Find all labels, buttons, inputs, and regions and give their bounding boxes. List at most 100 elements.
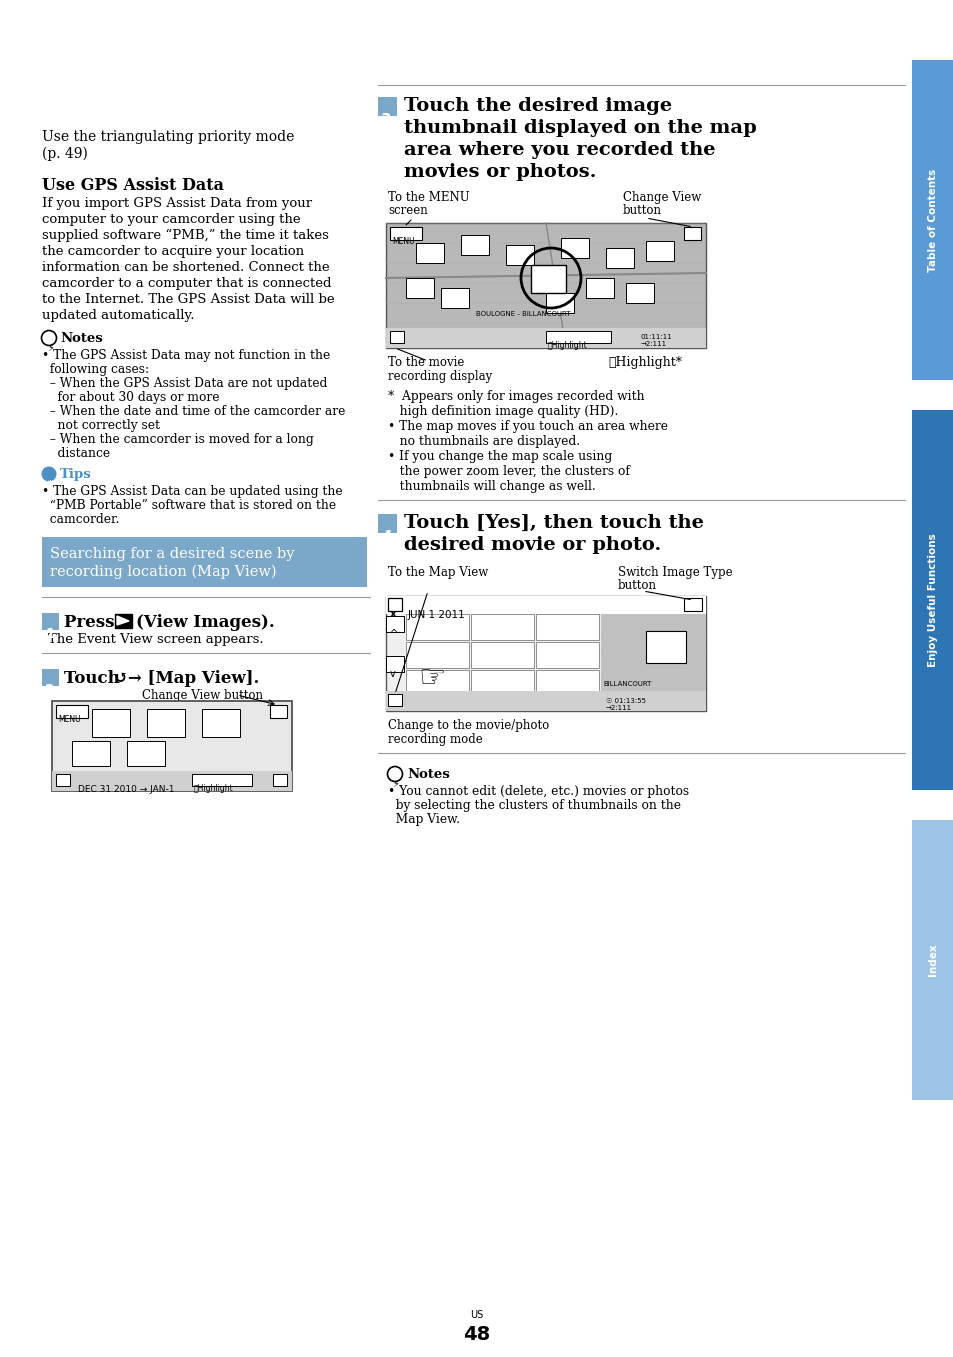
Bar bbox=[388, 598, 401, 611]
Text: To the movie: To the movie bbox=[388, 356, 464, 369]
Text: • If you change the map scale using: • If you change the map scale using bbox=[388, 451, 612, 463]
Text: DEC 31 2010 → JAN-1: DEC 31 2010 → JAN-1 bbox=[78, 784, 174, 794]
Bar bbox=[911, 820, 953, 1101]
Text: – When the date and time of the camcorder are: – When the date and time of the camcorde… bbox=[42, 404, 345, 418]
Text: screen: screen bbox=[388, 204, 427, 217]
Bar bbox=[416, 243, 443, 263]
Text: JUN 1 2011: JUN 1 2011 bbox=[408, 611, 465, 620]
Text: US: US bbox=[470, 1310, 483, 1320]
Text: computer to your camcorder using the: computer to your camcorder using the bbox=[42, 213, 300, 227]
Bar bbox=[911, 60, 953, 380]
Text: no thumbnails are displayed.: no thumbnails are displayed. bbox=[388, 436, 579, 448]
Text: • The GPS Assist Data can be updated using the: • The GPS Assist Data can be updated usi… bbox=[42, 484, 342, 498]
Bar bbox=[52, 702, 292, 791]
Bar bbox=[911, 410, 953, 790]
Bar bbox=[202, 708, 240, 737]
Bar bbox=[585, 278, 614, 299]
Bar bbox=[683, 598, 701, 611]
Text: MENU: MENU bbox=[58, 715, 81, 725]
Bar bbox=[386, 691, 705, 711]
Text: ☞: ☞ bbox=[417, 664, 445, 693]
Text: recording mode: recording mode bbox=[388, 733, 482, 746]
Text: *  Appears only for images recorded with: * Appears only for images recorded with bbox=[388, 389, 644, 403]
Text: Tips: Tips bbox=[60, 468, 91, 480]
Bar bbox=[406, 670, 469, 696]
Text: 48: 48 bbox=[463, 1324, 490, 1343]
Bar bbox=[406, 278, 434, 299]
Text: ↺→ [Map View].: ↺→ [Map View]. bbox=[113, 670, 259, 687]
Text: MENU: MENU bbox=[392, 237, 415, 246]
Bar bbox=[386, 223, 705, 347]
Bar bbox=[386, 596, 705, 711]
Bar bbox=[377, 96, 396, 115]
Text: BOULOGNE - BILLANCOURT: BOULOGNE - BILLANCOURT bbox=[476, 311, 570, 318]
Bar bbox=[147, 708, 185, 737]
Text: supplied software “PMB,” the time it takes: supplied software “PMB,” the time it tak… bbox=[42, 229, 329, 243]
Text: • The GPS Assist Data may not function in the: • The GPS Assist Data may not function i… bbox=[42, 349, 330, 362]
Text: Use GPS Assist Data: Use GPS Assist Data bbox=[42, 176, 224, 194]
Bar bbox=[536, 642, 598, 668]
Bar bbox=[531, 265, 565, 293]
Text: recording location (Map View): recording location (Map View) bbox=[50, 565, 276, 579]
Text: thumbnails will change as well.: thumbnails will change as well. bbox=[388, 480, 595, 493]
Text: distance: distance bbox=[42, 446, 110, 460]
Text: Change View: Change View bbox=[622, 191, 700, 204]
Text: Map View.: Map View. bbox=[388, 813, 459, 826]
Text: Touch: Touch bbox=[64, 670, 126, 687]
Text: Table of Contents: Table of Contents bbox=[927, 168, 937, 271]
Text: button: button bbox=[618, 579, 657, 592]
Text: 已Highlight: 已Highlight bbox=[193, 784, 233, 792]
Bar bbox=[390, 227, 421, 240]
Text: Index: Index bbox=[927, 943, 937, 976]
Bar bbox=[625, 284, 654, 303]
Text: Notes: Notes bbox=[407, 768, 449, 782]
Text: →2:111: →2:111 bbox=[605, 706, 632, 711]
Text: high definition image quality (HD).: high definition image quality (HD). bbox=[388, 404, 618, 418]
Bar bbox=[605, 248, 634, 267]
Bar bbox=[545, 331, 610, 343]
Bar bbox=[377, 514, 396, 533]
Bar bbox=[56, 706, 88, 718]
Bar bbox=[56, 773, 70, 786]
Bar bbox=[71, 741, 110, 765]
Text: 3: 3 bbox=[380, 113, 392, 128]
Text: button: button bbox=[622, 204, 661, 217]
Bar bbox=[406, 613, 469, 641]
Text: 已Highlight: 已Highlight bbox=[547, 341, 587, 350]
Bar bbox=[683, 227, 700, 240]
Text: Searching for a desired scene by: Searching for a desired scene by bbox=[50, 547, 294, 560]
Bar bbox=[390, 331, 403, 343]
Text: • You cannot edit (delete, etc.) movies or photos: • You cannot edit (delete, etc.) movies … bbox=[388, 784, 688, 798]
Bar bbox=[42, 537, 367, 588]
Bar bbox=[560, 237, 588, 258]
Bar bbox=[115, 613, 132, 628]
Text: for about 30 days or more: for about 30 days or more bbox=[42, 391, 219, 404]
Text: 4: 4 bbox=[380, 531, 392, 546]
Bar bbox=[505, 246, 534, 265]
Text: To the MENU: To the MENU bbox=[388, 191, 469, 204]
Bar bbox=[273, 773, 287, 786]
Bar bbox=[645, 242, 673, 261]
Text: ^: ^ bbox=[390, 630, 397, 639]
Text: by selecting the clusters of thumbnails on the: by selecting the clusters of thumbnails … bbox=[388, 799, 680, 811]
Bar bbox=[536, 613, 598, 641]
Text: Notes: Notes bbox=[60, 332, 103, 345]
Text: ⚡: ⚡ bbox=[47, 343, 53, 353]
Bar bbox=[386, 328, 705, 347]
Bar bbox=[127, 741, 165, 765]
Text: the camcorder to acquire your location: the camcorder to acquire your location bbox=[42, 246, 304, 258]
Text: 01:11:11: 01:11:11 bbox=[640, 334, 672, 341]
Bar bbox=[52, 771, 292, 791]
Text: – When the GPS Assist Data are not updated: – When the GPS Assist Data are not updat… bbox=[42, 377, 327, 389]
Text: desired movie or photo.: desired movie or photo. bbox=[403, 536, 660, 554]
Text: BILLANCOURT: BILLANCOURT bbox=[602, 681, 651, 687]
Text: Switch Image Type: Switch Image Type bbox=[618, 566, 732, 579]
Text: – When the camcorder is moved for a long: – When the camcorder is moved for a long bbox=[42, 433, 314, 446]
Text: v: v bbox=[390, 669, 395, 678]
Bar bbox=[386, 616, 403, 632]
Bar bbox=[600, 613, 705, 693]
Text: ⚡: ⚡ bbox=[392, 779, 398, 788]
Text: Touch the desired image: Touch the desired image bbox=[403, 96, 672, 115]
Text: 已Highlight*: 已Highlight* bbox=[607, 356, 681, 369]
Text: ☉ 01:13:55: ☉ 01:13:55 bbox=[605, 697, 645, 704]
